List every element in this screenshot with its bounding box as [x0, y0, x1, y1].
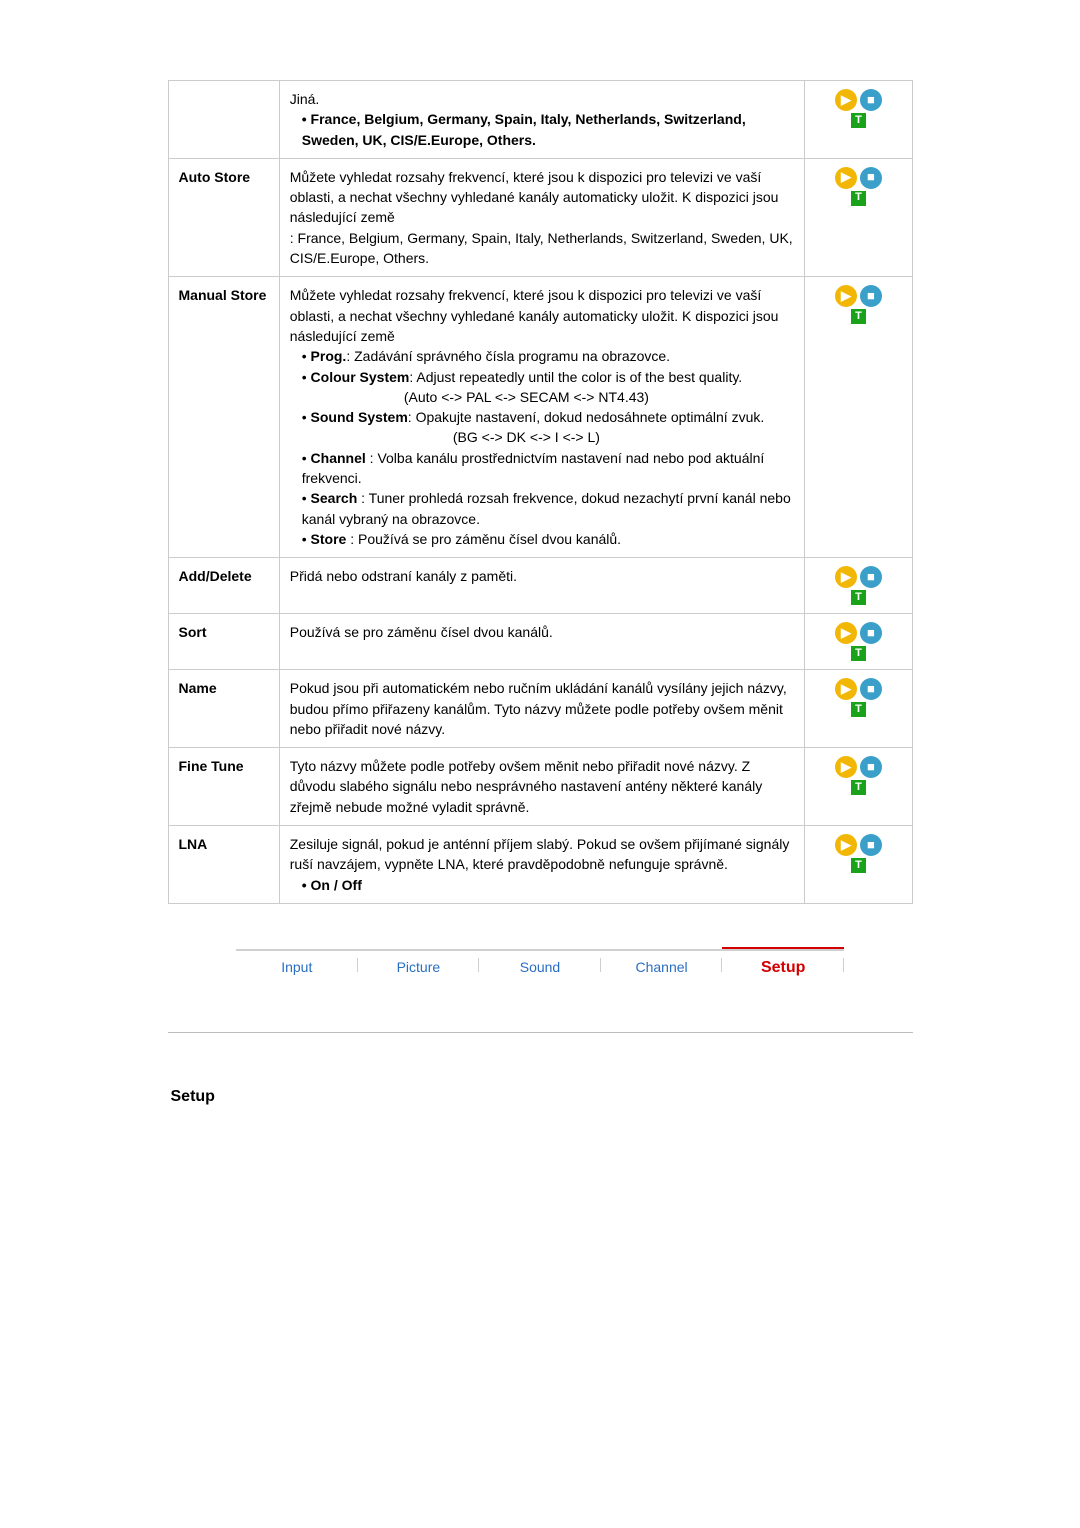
model-icons: ▶ ■ T	[815, 285, 901, 324]
section-title-setup: Setup	[165, 1088, 916, 1106]
model-icons: ▶ ■ T	[815, 756, 901, 795]
row-icons: ▶ ■ T	[805, 81, 912, 159]
stop-icon: ■	[860, 89, 882, 111]
desc-text: Jiná.	[290, 89, 795, 109]
row-desc: Přidá nebo odstraní kanály z paměti.	[279, 558, 805, 614]
desc-text: Zesiluje signál, pokud je anténní příjem…	[290, 834, 795, 875]
row-desc: Používá se pro záměnu čísel dvou kanálů.	[279, 614, 805, 670]
row-label: Manual Store	[168, 277, 279, 558]
tab-channel[interactable]: Channel	[601, 951, 723, 977]
t-badge-icon: T	[851, 702, 866, 717]
desc-bullet: On / Off	[290, 875, 795, 895]
desc-text: Pokud jsou při automatickém nebo ručním …	[290, 678, 795, 739]
row-icons: ▶ ■ T	[805, 614, 912, 670]
stop-icon: ■	[860, 167, 882, 189]
table-row: Fine TuneTyto názvy můžete podle potřeby…	[168, 748, 912, 826]
stop-icon: ■	[860, 566, 882, 588]
row-label	[168, 81, 279, 159]
desc-bullet: Store : Používá se pro záměnu čísel dvou…	[290, 529, 795, 549]
t-badge-icon: T	[851, 590, 866, 605]
row-desc: Jiná.France, Belgium, Germany, Spain, It…	[279, 81, 805, 159]
tab-sound[interactable]: Sound	[479, 951, 601, 977]
table-row: NamePokud jsou při automatickém nebo ruč…	[168, 670, 912, 748]
play-icon: ▶	[835, 678, 857, 700]
desc-bullet: France, Belgium, Germany, Spain, Italy, …	[290, 109, 795, 150]
play-icon: ▶	[835, 834, 857, 856]
desc-bullet: Channel : Volba kanálu prostřednictvím n…	[290, 448, 795, 489]
t-badge-icon: T	[851, 646, 866, 661]
tab-nav: InputPictureSoundChannelSetup	[236, 947, 844, 977]
tab-input[interactable]: Input	[236, 951, 358, 977]
tab-picture[interactable]: Picture	[358, 951, 480, 977]
t-badge-icon: T	[851, 309, 866, 324]
row-icons: ▶ ■ T	[805, 826, 912, 904]
desc-text: Tyto názvy můžete podle potřeby ovšem mě…	[290, 756, 795, 817]
play-icon: ▶	[835, 285, 857, 307]
model-icons: ▶ ■ T	[815, 622, 901, 661]
t-badge-icon: T	[851, 113, 866, 128]
play-icon: ▶	[835, 566, 857, 588]
stop-icon: ■	[860, 622, 882, 644]
table-row: LNA Zesiluje signál, pokud je anténní pří…	[168, 826, 912, 904]
desc-subtext: (Auto <-> PAL <-> SECAM <-> NT4.43)	[290, 387, 703, 407]
play-icon: ▶	[835, 622, 857, 644]
desc-text: : France, Belgium, Germany, Spain, Italy…	[290, 228, 795, 269]
stop-icon: ■	[860, 834, 882, 856]
desc-bullet: Sound System: Opakujte nastavení, dokud …	[290, 407, 795, 427]
table-row: Manual StoreMůžete vyhledat rozsahy frek…	[168, 277, 912, 558]
table-row: Sort Používá se pro záměnu čísel dvou kan…	[168, 614, 912, 670]
desc-bullet: Prog.: Zadávání správného čísla programu…	[290, 346, 795, 366]
stop-icon: ■	[860, 678, 882, 700]
model-icons: ▶ ■ T	[815, 89, 901, 128]
table-row: Add/Delete Přidá nebo odstraní kanály z p…	[168, 558, 912, 614]
row-label: Name	[168, 670, 279, 748]
row-label: LNA	[168, 826, 279, 904]
desc-bullet: Colour System: Adjust repeatedly until t…	[290, 367, 795, 387]
row-icons: ▶ ■ T	[805, 158, 912, 276]
model-icons: ▶ ■ T	[815, 678, 901, 717]
row-icons: ▶ ■ T	[805, 558, 912, 614]
table-row: Jiná.France, Belgium, Germany, Spain, It…	[168, 81, 912, 159]
row-desc: Můžete vyhledat rozsahy frekvencí, které…	[279, 158, 805, 276]
play-icon: ▶	[835, 89, 857, 111]
row-desc: Můžete vyhledat rozsahy frekvencí, které…	[279, 277, 805, 558]
desc-bullet: Search : Tuner prohledá rozsah frekvence…	[290, 488, 795, 529]
table-row: Auto StoreMůžete vyhledat rozsahy frekve…	[168, 158, 912, 276]
row-icons: ▶ ■ T	[805, 748, 912, 826]
settings-table: Jiná.France, Belgium, Germany, Spain, It…	[168, 80, 913, 904]
model-icons: ▶ ■ T	[815, 834, 901, 873]
t-badge-icon: T	[851, 191, 866, 206]
stop-icon: ■	[860, 756, 882, 778]
model-icons: ▶ ■ T	[815, 167, 901, 206]
desc-text: Používá se pro záměnu čísel dvou kanálů.	[290, 622, 795, 642]
row-desc: Pokud jsou při automatickém nebo ručním …	[279, 670, 805, 748]
row-icons: ▶ ■ T	[805, 670, 912, 748]
separator	[168, 1032, 913, 1033]
row-icons: ▶ ■ T	[805, 277, 912, 558]
play-icon: ▶	[835, 756, 857, 778]
row-label: Add/Delete	[168, 558, 279, 614]
model-icons: ▶ ■ T	[815, 566, 901, 605]
row-desc: Tyto názvy můžete podle potřeby ovšem mě…	[279, 748, 805, 826]
tab-setup[interactable]: Setup	[722, 951, 844, 977]
desc-text: Přidá nebo odstraní kanály z paměti.	[290, 566, 795, 586]
t-badge-icon: T	[851, 858, 866, 873]
desc-text: Můžete vyhledat rozsahy frekvencí, které…	[290, 285, 795, 346]
row-desc: Zesiluje signál, pokud je anténní příjem…	[279, 826, 805, 904]
desc-text: Můžete vyhledat rozsahy frekvencí, které…	[290, 167, 795, 228]
play-icon: ▶	[835, 167, 857, 189]
desc-subtext: (BG <-> DK <-> I <-> L)	[290, 427, 703, 447]
row-label: Sort	[168, 614, 279, 670]
row-label: Fine Tune	[168, 748, 279, 826]
stop-icon: ■	[860, 285, 882, 307]
t-badge-icon: T	[851, 780, 866, 795]
row-label: Auto Store	[168, 158, 279, 276]
